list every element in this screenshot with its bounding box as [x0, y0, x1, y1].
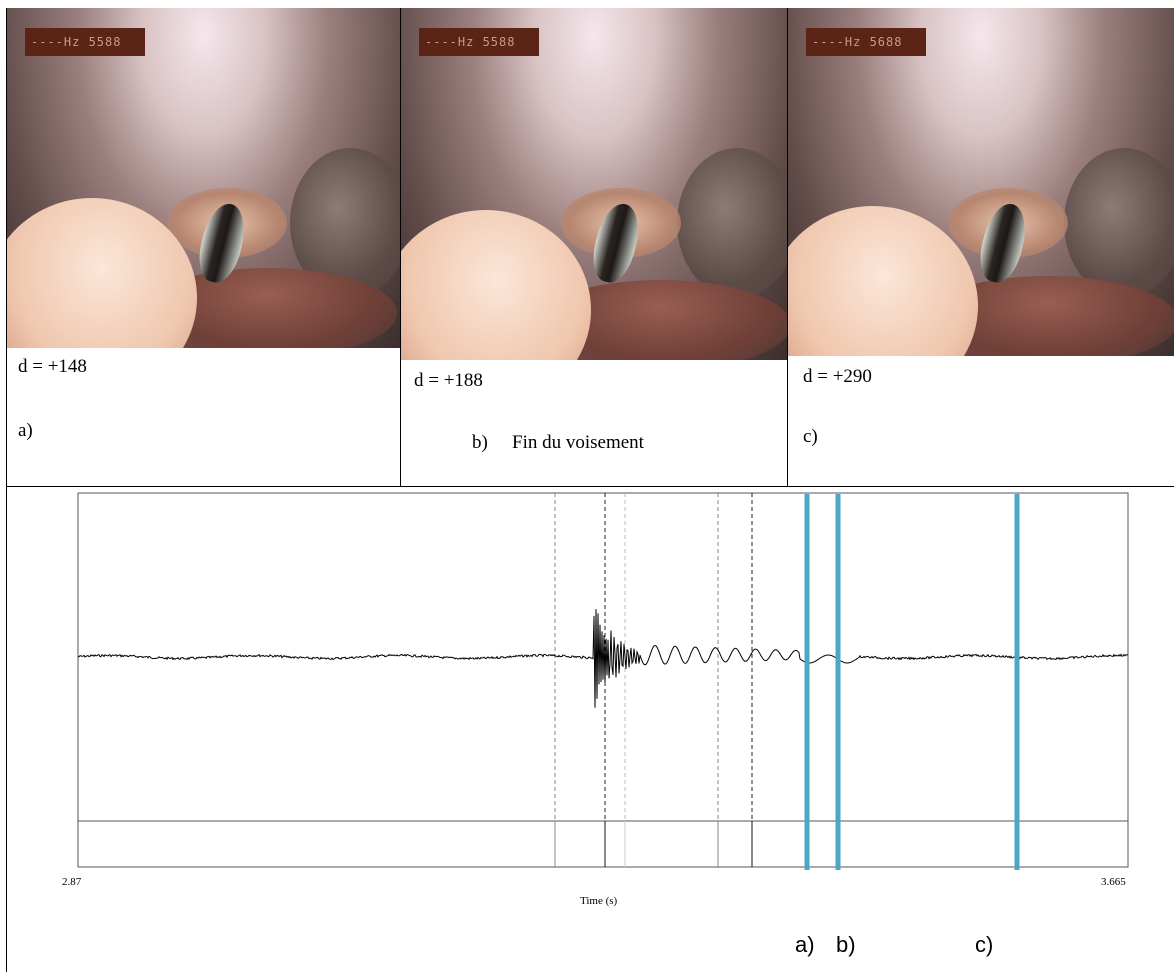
event-marker-a: [804, 494, 810, 870]
event-marker-b: [835, 494, 841, 870]
event-marker-c: [1014, 494, 1020, 870]
border-divider-1: [400, 8, 401, 486]
endoscopy-frame-b: ----Hz 5588: [401, 8, 787, 360]
marker-label-a: a): [795, 932, 815, 957]
marker-label-b: b): [836, 932, 856, 957]
caption-label-c: c): [803, 426, 818, 447]
caption-d-c: d = +290: [803, 366, 872, 387]
video-osd-c: ----Hz 5688: [806, 28, 926, 56]
caption-extra-b: Fin du voisement: [512, 432, 644, 453]
caption-d-a: d = +148: [18, 356, 87, 377]
caption-d-b: d = +188: [414, 370, 483, 391]
x-min-label: 2.87: [62, 876, 82, 888]
border-left: [6, 8, 7, 972]
endoscopy-frame-a: ----Hz 5588: [7, 8, 400, 348]
event-markers: [804, 494, 1020, 870]
caption-label-b: b): [472, 432, 488, 453]
caption-label-a: a): [18, 420, 33, 441]
segment-lines: [554, 493, 753, 867]
marker-label-c: c): [975, 932, 994, 957]
endoscopy-frame-c: ----Hz 5688: [788, 8, 1174, 356]
video-osd-a: ----Hz 5588: [25, 28, 145, 56]
video-osd-b: ----Hz 5588: [419, 28, 539, 56]
x-max-label: 3.665: [1101, 876, 1126, 888]
waveform-plot-box: [77, 492, 1129, 868]
border-divider-2: [787, 8, 788, 486]
x-axis-label: Time (s): [580, 895, 618, 907]
border-row: [6, 486, 1174, 487]
waveform-trace: [77, 609, 1129, 708]
